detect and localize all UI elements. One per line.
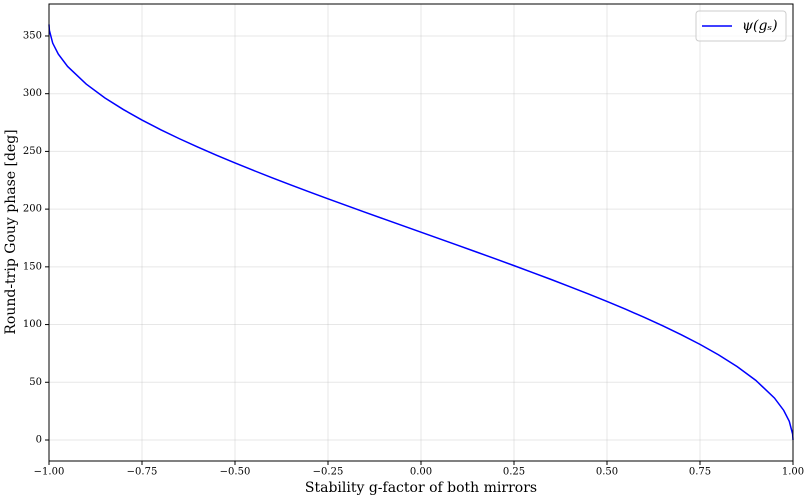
x-tick-label: −0.50: [220, 467, 251, 478]
y-tick-label: 0: [36, 434, 42, 445]
y-tick-label: 350: [23, 30, 42, 41]
plot-frame: [48, 3, 794, 462]
x-axis-label: Stability g-factor of both mirrors: [305, 480, 537, 496]
y-tick-label: 50: [29, 377, 42, 388]
x-tick-label: −0.25: [313, 467, 344, 478]
x-tick-label: 0.75: [689, 467, 711, 478]
y-axis-label: Round-trip Gouy phase [deg]: [3, 129, 19, 334]
legend-box: [695, 10, 787, 42]
data-line: [48, 24, 794, 441]
x-tick-label: 0.25: [503, 467, 525, 478]
y-tick-label: 100: [23, 319, 42, 330]
x-tick-label: 0.00: [410, 467, 432, 478]
y-tick-label: 150: [23, 261, 42, 272]
x-tick-label: 1.00: [782, 467, 804, 478]
y-tick-label: 200: [23, 204, 42, 215]
x-tick-label: −1.00: [34, 467, 65, 478]
legend-label: ψ(gₛ): [742, 18, 778, 34]
y-tick-label: 250: [23, 146, 42, 157]
x-tick-label: 0.50: [596, 467, 618, 478]
y-tick-label: 300: [23, 88, 42, 99]
x-tick-label: −0.75: [127, 467, 158, 478]
